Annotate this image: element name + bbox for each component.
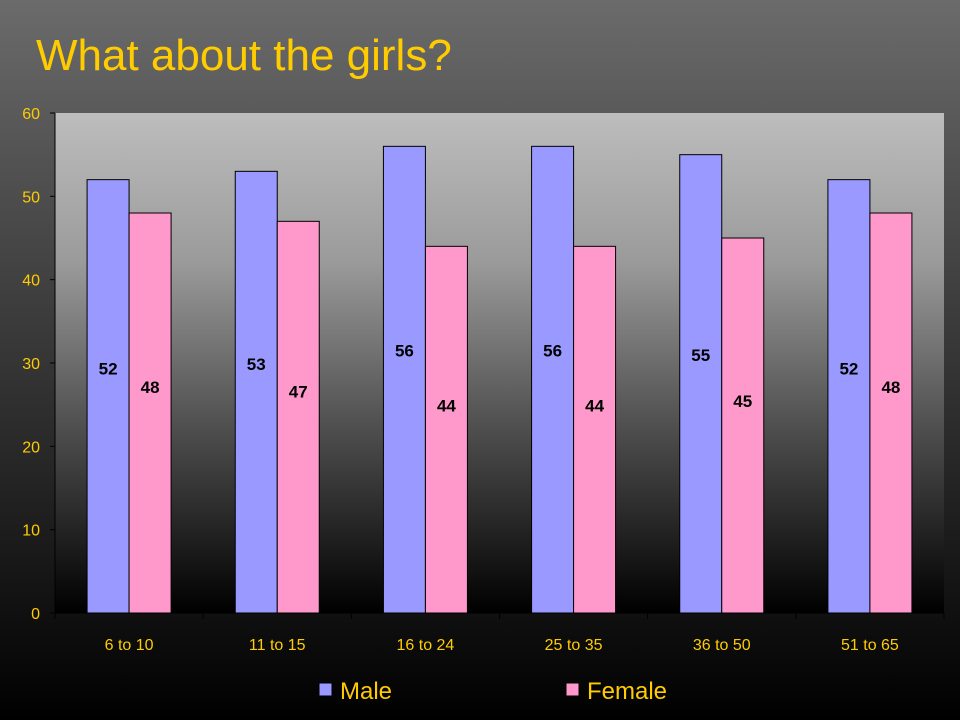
bar-female	[721, 237, 765, 614]
legend-swatch	[318, 682, 333, 697]
y-tick-label: 60	[22, 106, 40, 123]
x-category-label: 16 to 24	[397, 637, 455, 654]
data-label: 48	[881, 378, 900, 397]
bar-female	[276, 220, 320, 614]
legend-item-male: Male	[318, 678, 392, 705]
data-label: 53	[247, 355, 266, 374]
y-tick-label: 20	[22, 439, 40, 456]
slide-title: What about the girls?	[36, 31, 452, 80]
legend-label: Male	[340, 678, 392, 705]
bar-female	[869, 212, 913, 614]
data-label: 45	[733, 392, 752, 411]
bar-female	[128, 212, 172, 614]
bar-male	[382, 145, 426, 614]
legend-item-female: Female	[565, 678, 667, 705]
data-label: 44	[437, 396, 456, 415]
x-axis: 6 to 10 11 to 15 16 to 24 25 to 35 36 to 50 5…	[54, 612, 945, 654]
bar-female	[424, 245, 468, 614]
legend: Male Female	[318, 678, 667, 705]
data-label: 52	[839, 360, 858, 379]
data-label: 56	[395, 341, 414, 360]
x-category-label: 6 to 10	[105, 637, 154, 654]
bar-male	[679, 154, 723, 614]
bar-male	[827, 179, 871, 614]
x-category-label: 11 to 15	[249, 637, 306, 654]
y-tick-label: 0	[31, 606, 40, 623]
legend-swatch	[565, 682, 580, 697]
x-category-label: 36 to 50	[693, 637, 751, 654]
x-category-label: 51 to 65	[841, 637, 899, 654]
series-female: 48 47 44 44 45 48	[128, 212, 913, 614]
data-label: 55	[691, 346, 710, 365]
bar-female	[573, 245, 617, 614]
data-label: 47	[289, 383, 308, 402]
y-tick-label: 10	[22, 523, 40, 540]
bars: 52 53 56 56 55 52 48 47 44 44 45 48	[86, 145, 913, 614]
series-male: 52 53 56 56 55 52	[86, 145, 871, 614]
data-label: 44	[585, 396, 604, 415]
y-tick-label: 40	[22, 273, 40, 290]
y-tick-label: 30	[22, 356, 40, 373]
data-label: 52	[99, 360, 118, 379]
y-axis: 0 10 20 30 40 50 60	[22, 106, 56, 623]
plot-area	[55, 113, 944, 613]
data-label: 56	[543, 341, 562, 360]
bar-male	[234, 170, 278, 614]
bar-male	[531, 145, 575, 614]
bar-male	[86, 179, 130, 614]
y-tick-label: 50	[22, 189, 40, 206]
legend-label: Female	[587, 678, 667, 705]
data-label: 48	[141, 378, 160, 397]
x-category-label: 25 to 35	[545, 637, 603, 654]
